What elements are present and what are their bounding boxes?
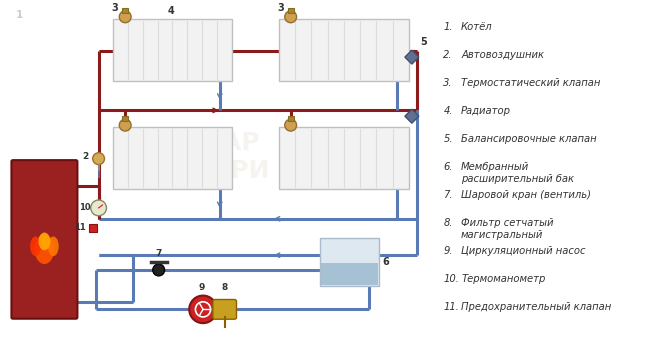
Text: 9.: 9.	[444, 246, 453, 256]
Ellipse shape	[38, 233, 50, 250]
Text: 7: 7	[156, 249, 162, 258]
Text: 10: 10	[79, 203, 91, 212]
Text: 2.: 2.	[444, 50, 453, 60]
Text: 2: 2	[83, 152, 89, 161]
Text: 1.: 1.	[444, 22, 453, 32]
Text: 4: 4	[168, 6, 174, 16]
Bar	[113, 127, 231, 189]
Text: 11.: 11.	[444, 302, 459, 312]
Text: 1: 1	[16, 10, 23, 20]
FancyBboxPatch shape	[213, 300, 236, 319]
FancyBboxPatch shape	[11, 160, 77, 319]
Text: 7.: 7.	[444, 190, 453, 200]
Text: Балансировочные клапан: Балансировочные клапан	[461, 134, 597, 144]
Ellipse shape	[30, 237, 41, 256]
Text: 6: 6	[382, 257, 389, 267]
Text: 9: 9	[198, 283, 205, 292]
Bar	[279, 127, 409, 189]
Text: SAP
ВАРИ: SAP ВАРИ	[193, 131, 270, 183]
Bar	[122, 8, 128, 13]
Text: Мембранный
расширительный бак: Мембранный расширительный бак	[461, 162, 574, 184]
Bar	[288, 116, 294, 121]
Circle shape	[119, 11, 131, 23]
Circle shape	[93, 153, 105, 165]
Text: 5.: 5.	[444, 134, 453, 144]
Text: 10.: 10.	[444, 274, 459, 284]
Circle shape	[285, 119, 297, 131]
Circle shape	[119, 119, 131, 131]
Text: 11: 11	[74, 223, 86, 232]
Text: Термоманометр: Термоманометр	[461, 274, 546, 284]
Text: 3.: 3.	[444, 78, 453, 88]
Text: Фильтр сетчатый
магистральный: Фильтр сетчатый магистральный	[461, 218, 554, 240]
Text: Предохранительный клапан: Предохранительный клапан	[461, 302, 611, 312]
Bar	[279, 19, 409, 81]
Text: 4.: 4.	[444, 106, 453, 116]
Text: Циркуляционный насос: Циркуляционный насос	[461, 246, 586, 256]
Text: Автовоздушник: Автовоздушник	[461, 50, 544, 60]
Text: 5: 5	[421, 37, 427, 48]
Circle shape	[153, 264, 164, 276]
Bar	[288, 8, 294, 13]
Bar	[405, 50, 419, 64]
Bar	[89, 224, 97, 231]
Bar	[321, 264, 378, 285]
Text: 3: 3	[277, 3, 284, 13]
Text: Шаровой кран (вентиль): Шаровой кран (вентиль)	[461, 190, 591, 200]
Text: Котёл: Котёл	[461, 22, 493, 32]
Bar	[320, 238, 379, 286]
Circle shape	[285, 11, 297, 23]
Text: 3: 3	[111, 3, 118, 13]
Bar	[122, 116, 128, 121]
Text: Термостатический клапан: Термостатический клапан	[461, 78, 601, 88]
Text: 6.: 6.	[444, 162, 453, 172]
Text: 8: 8	[221, 283, 228, 292]
Circle shape	[91, 200, 107, 216]
Bar	[405, 109, 419, 123]
Bar	[113, 19, 231, 81]
Ellipse shape	[48, 237, 58, 256]
Text: Радиатор: Радиатор	[461, 106, 511, 116]
Circle shape	[189, 296, 217, 323]
Text: 8.: 8.	[444, 218, 453, 228]
Ellipse shape	[35, 234, 54, 264]
